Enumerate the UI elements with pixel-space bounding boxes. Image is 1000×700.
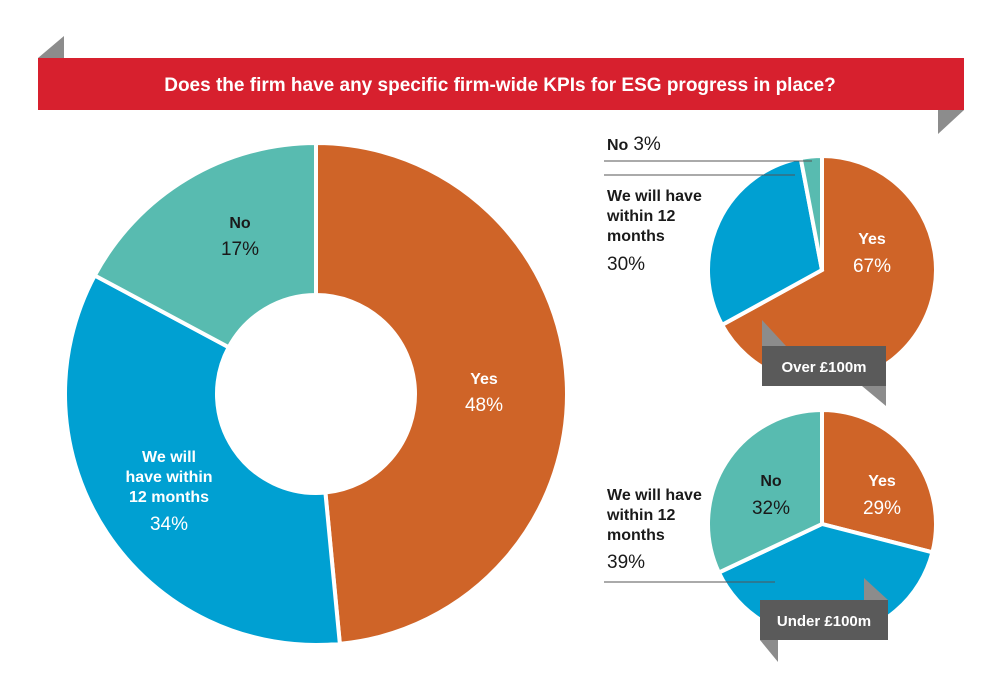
over-100m-label: Over £100m xyxy=(781,359,866,376)
svg-text:have within: have within xyxy=(125,469,212,486)
svg-text:months: months xyxy=(607,527,665,544)
main-donut-chart xyxy=(63,140,569,647)
main-slice-label-yes: Yes 48% xyxy=(465,371,503,416)
main-slice-label-will-have: We will have within 12 months 34% xyxy=(125,449,212,535)
under-100m-label: Under £100m xyxy=(777,613,871,630)
main-slice-label-no: No 17% xyxy=(221,215,259,260)
under-slice-label-will-have: We will have within 12 months 39% xyxy=(606,487,702,573)
svg-text:29%: 29% xyxy=(863,498,901,519)
over-slice-label-will-have: We will have within 12 months 30% xyxy=(606,188,702,275)
corner-fold-over-right xyxy=(862,386,886,406)
svg-text:48%: 48% xyxy=(465,395,503,416)
svg-text:within 12: within 12 xyxy=(606,507,676,524)
over-slice-no xyxy=(798,153,824,271)
svg-text:34%: 34% xyxy=(150,514,188,535)
svg-text:No: No xyxy=(760,473,782,490)
main-slice-yes xyxy=(314,140,569,647)
svg-text:32%: 32% xyxy=(752,498,790,519)
main-slice-no xyxy=(92,140,318,350)
svg-text:No: No xyxy=(229,215,251,232)
svg-text:67%: 67% xyxy=(853,256,891,277)
under-slice-no xyxy=(706,407,824,576)
main-slice-will-have xyxy=(63,272,343,647)
svg-text:Yes: Yes xyxy=(470,371,498,388)
corner-fold-top-left xyxy=(38,36,64,58)
over-100m-label-box xyxy=(762,346,886,386)
svg-text:30%: 30% xyxy=(607,254,645,275)
over-100m-pie-chart xyxy=(706,153,938,386)
svg-text:12 months: 12 months xyxy=(129,489,209,506)
svg-text:39%: 39% xyxy=(607,552,645,573)
corner-fold-over-left xyxy=(762,320,786,346)
svg-text:No3%: No 3% xyxy=(607,134,661,155)
svg-text:17%: 17% xyxy=(221,239,259,260)
svg-text:Yes: Yes xyxy=(868,473,896,490)
under-100m-pie-chart xyxy=(706,407,938,640)
corner-fold-under-left xyxy=(760,640,778,662)
svg-text:We will have: We will have xyxy=(607,188,702,205)
svg-text:We will have: We will have xyxy=(607,487,702,504)
over-slice-label-yes: Yes 67% xyxy=(853,231,891,277)
under-slice-label-yes: Yes 29% xyxy=(863,473,901,519)
under-100m-label-box xyxy=(760,600,888,640)
over-slice-will-have xyxy=(706,155,825,328)
svg-text:We will: We will xyxy=(142,449,196,466)
svg-text:months: months xyxy=(607,228,665,245)
title-banner xyxy=(38,58,964,110)
over-slice-label-no: No 3% xyxy=(607,134,661,155)
corner-fold-under-right xyxy=(864,578,888,600)
chart-title: Does the firm have any specific firm-wid… xyxy=(164,75,836,96)
svg-text:Yes: Yes xyxy=(858,231,886,248)
corner-fold-banner-right xyxy=(938,110,964,134)
under-slice-yes xyxy=(820,407,938,555)
svg-text:within 12: within 12 xyxy=(606,208,676,225)
under-slice-label-no: No 32% xyxy=(752,473,790,519)
